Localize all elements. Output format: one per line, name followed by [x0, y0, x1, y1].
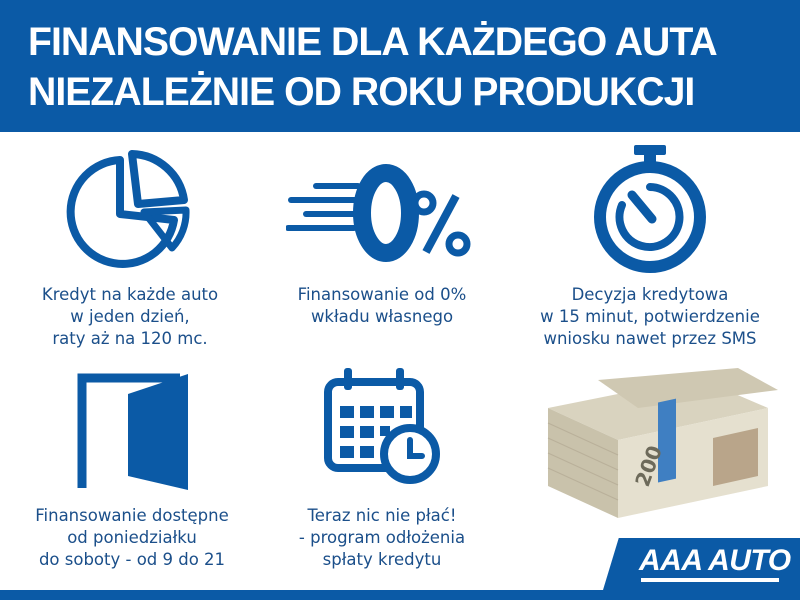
- header-banner: FINANSOWANIE DLA KAŻDEGO AUTA NIEZALEŻNI…: [0, 0, 800, 132]
- logo-underline: [641, 578, 779, 582]
- calendar-clock-icon: [324, 368, 440, 484]
- door-icon: [77, 373, 188, 490]
- caption-line: Finansowanie od 0%: [297, 285, 467, 304]
- caption-line: Teraz nic nie płać!: [307, 506, 457, 525]
- feature-hours-caption: Finansowanie dostępne od poniedziałku do…: [2, 505, 262, 571]
- headline-line-1: FINANSOWANIE DLA KAŻDEGO AUTA: [28, 20, 718, 64]
- feature-downpayment-caption: Finansowanie od 0% wkładu własnego: [252, 284, 512, 328]
- caption-line: - program odłożenia: [298, 528, 466, 547]
- caption-line: wniosku nawet przez SMS: [543, 329, 757, 348]
- caption-line: Decyzja kredytowa: [571, 285, 729, 304]
- caption-line: od poniedziałku: [67, 528, 197, 547]
- caption-line: w jeden dzień,: [70, 307, 190, 326]
- money-stack-icon: 200: [547, 368, 778, 518]
- feature-credit-caption: Kredyt na każde auto w jeden dzień, raty…: [0, 284, 260, 350]
- caption-line: raty aż na 120 mc.: [52, 329, 208, 348]
- bottom-strip: [0, 590, 800, 600]
- caption-line: do soboty - od 9 do 21: [38, 550, 226, 569]
- logo-text: AAA AUTO: [639, 544, 791, 577]
- stopwatch-icon: [594, 145, 706, 273]
- caption-line: Kredyt na każde auto: [41, 285, 219, 304]
- aaa-auto-logo: AAA AUTO: [603, 538, 800, 590]
- feature-decision-caption: Decyzja kredytowa w 15 minut, potwierdze…: [520, 284, 780, 350]
- caption-line: spłaty kredytu: [322, 550, 442, 569]
- headline-line-2: NIEZALEŻNIE OD ROKU PRODUKCJI: [28, 70, 695, 114]
- feature-deferral-caption: Teraz nic nie płać! - program odłożenia …: [252, 505, 512, 571]
- caption-line: wkładu własnego: [310, 307, 454, 326]
- caption-line: Finansowanie dostępne: [35, 506, 229, 525]
- zero-percent-icon: [285, 158, 476, 268]
- pie-chart-icon: [66, 150, 190, 268]
- caption-line: w 15 minut, potwierdzenie: [540, 307, 760, 326]
